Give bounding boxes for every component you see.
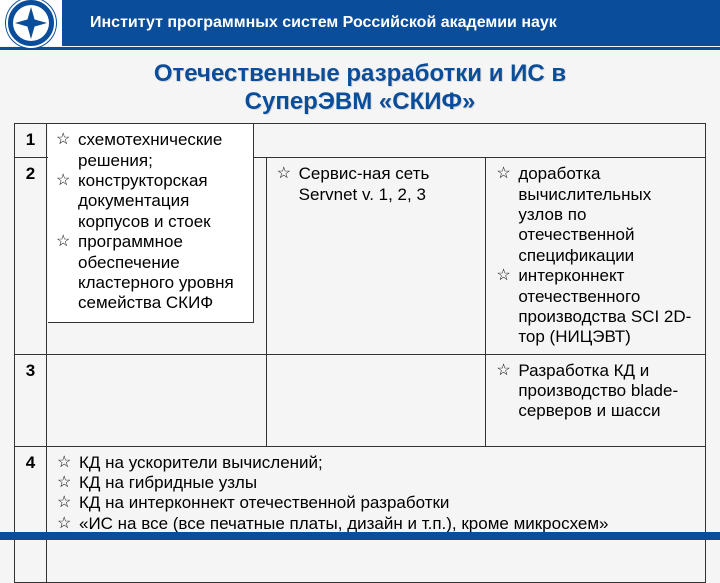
row-num-3: 3 [15, 354, 47, 446]
header-institution: Институт программных систем Российской а… [90, 14, 557, 32]
logo-icon [6, 0, 56, 48]
row-num-1: 1 [15, 124, 47, 158]
overlay-item2: конструкторская документация корпусов и … [56, 171, 245, 232]
row-num-4: 4 [15, 446, 47, 582]
right-r3-item1: Разработка КД и производство blade-серве… [496, 361, 695, 422]
overlay-item3: программное обеспечение кластерного уров… [56, 232, 245, 314]
right-r2-item1: доработка вычислительных узлов по отечес… [496, 164, 695, 266]
title-line-1: Отечественные разработки и ИС в [154, 60, 566, 87]
cell-right-r3: Разработка КД и производство blade-серве… [486, 354, 706, 446]
cell-right-r2: доработка вычислительных узлов по отечес… [486, 158, 706, 355]
footer-bar [0, 532, 720, 540]
row-num-2: 2 [15, 158, 47, 355]
header-bar: Институт программных систем Российской а… [0, 0, 720, 46]
r4-item3: КД на интерконнект отечественной разрабо… [57, 493, 695, 513]
r4-item1: КД на ускорители вычислений; [57, 453, 695, 473]
right-r2-item2: интерконнект отечественного производства… [496, 266, 695, 348]
cell-mid-r2: Сервис-ная сеть Servnet v. 1, 2, 3 [266, 158, 486, 355]
title-line-2: СуперЭВМ «СКИФ» [245, 88, 476, 115]
page-title: Отечественные разработки и ИС в СуперЭВМ… [0, 50, 720, 123]
cell-row4: КД на ускорители вычислений; КД на гибри… [47, 446, 706, 582]
overlay-box: схемотехнические решения; конструкторска… [48, 123, 254, 323]
content-grid: 1 2 Сервис-ная сеть Servnet v. 1, 2, 3 д… [0, 123, 720, 583]
mid-item: Сервис-ная сеть Servnet v. 1, 2, 3 [277, 164, 476, 205]
overlay-item1: схемотехнические решения; [56, 130, 245, 171]
r4-item2: КД на гибридные узлы [57, 473, 695, 493]
